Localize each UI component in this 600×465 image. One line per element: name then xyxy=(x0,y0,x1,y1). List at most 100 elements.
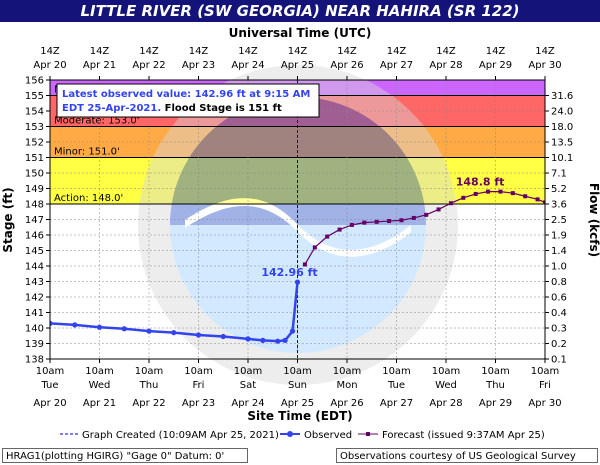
top-tick-date-10: Apr 30 xyxy=(528,60,561,71)
annotation-0: 142.96 ft xyxy=(261,266,317,279)
x-tick-date-4: Apr 24 xyxy=(231,398,264,409)
fc-series-point-0 xyxy=(302,262,307,267)
obs-series-point-3 xyxy=(121,326,127,332)
bottom-axis-title: Site Time (EDT) xyxy=(247,409,352,423)
svg-text:EDT 25-Apr-2021. Flood Stage i: EDT 25-Apr-2021. Flood Stage is 151 ft xyxy=(62,103,282,114)
y-tick-label-141: 141 xyxy=(25,308,44,319)
x-tick-day-8: Wed xyxy=(435,380,457,391)
x-tick-day-7: Tue xyxy=(387,380,405,391)
top-tick-date-0: Apr 20 xyxy=(33,60,66,71)
top-tick-date-4: Apr 24 xyxy=(231,60,264,71)
top-tick-time-7: 14Z xyxy=(387,46,407,57)
obs-series-point-13 xyxy=(294,279,301,285)
x-tick-date-6: Apr 26 xyxy=(330,398,363,409)
top-tick-date-6: Apr 26 xyxy=(330,60,363,71)
obs-series-point-7 xyxy=(220,333,226,340)
flow-tick-label-147: 2.5 xyxy=(551,215,567,226)
top-tick-time-0: 14Z xyxy=(40,46,60,57)
top-tick-date-3: Apr 23 xyxy=(182,60,215,71)
obs-series-point-5 xyxy=(171,330,177,336)
annotations: 142.96 ft 148.8 ft xyxy=(261,176,504,280)
x-tick-day-9: Thu xyxy=(485,380,505,391)
obs-series-point-11 xyxy=(282,337,288,343)
y-tick-label-138: 138 xyxy=(25,355,44,366)
latest-value-box: Latest observed value: 142.96 ft at 9:15… xyxy=(56,83,320,118)
x-tick-time-0: 10am xyxy=(36,366,65,377)
flow-tick-label-143: 0.8 xyxy=(551,277,567,288)
top-tick-time-6: 14Z xyxy=(337,46,357,57)
legend-forecast-marker xyxy=(366,432,370,436)
fc-series-point-13 xyxy=(461,195,466,200)
obs-series-point-9 xyxy=(260,337,266,343)
band-label-moderate: Moderate: 153.0' xyxy=(54,116,139,127)
flow-tick-label-154: 24.0 xyxy=(551,107,573,118)
fc-series-point-1 xyxy=(312,245,317,250)
obs-series-point-10 xyxy=(275,338,281,344)
fc-series-point-2 xyxy=(325,234,330,239)
y-tick-label-139: 139 xyxy=(25,339,44,350)
flow-tick-label-153: 18.0 xyxy=(551,122,573,133)
x-tick-date-9: Apr 29 xyxy=(479,398,512,409)
legend-created-label: Graph Created (10:09AM Apr 25, 2021) xyxy=(82,430,279,441)
y-tick-label-156: 156 xyxy=(25,76,44,87)
flow-tick-label-139: 0.2 xyxy=(551,339,567,350)
x-tick-day-4: Sat xyxy=(240,380,256,391)
x-tick-date-8: Apr 28 xyxy=(429,398,462,409)
fc-series-point-10 xyxy=(424,212,429,217)
y-tick-label-142: 142 xyxy=(25,293,44,304)
info-line-1: Latest observed value: 142.96 ft at 9:15… xyxy=(62,89,310,100)
legend-observed-label: Observed xyxy=(304,430,352,441)
band-label-action: Action: 148.0' xyxy=(54,193,123,204)
x-tick-time-3: 10am xyxy=(184,366,213,377)
obs-series-point-4 xyxy=(146,328,152,334)
top-tick-time-4: 14Z xyxy=(238,46,258,57)
x-tick-time-6: 10am xyxy=(333,366,362,377)
top-tick-date-7: Apr 27 xyxy=(380,60,413,71)
x-tick-day-6: Mon xyxy=(336,380,357,391)
info-line-2a: EDT 25-Apr-2021. xyxy=(62,103,161,114)
fc-series-point-15 xyxy=(486,189,491,194)
x-tick-date-10: Apr 30 xyxy=(528,398,561,409)
y-tick-label-148: 148 xyxy=(25,200,44,211)
x-tick-time-8: 10am xyxy=(432,366,461,377)
y-tick-label-151: 151 xyxy=(25,153,44,164)
flow-tick-label-140: 0.3 xyxy=(551,324,567,335)
hydrograph-chart: Universal Time (UTC) Site Time (EDT) Sta… xyxy=(1,26,600,441)
x-tick-day-5: Sun xyxy=(288,380,307,391)
annotation-1: 148.8 ft xyxy=(456,176,505,189)
observed-series xyxy=(50,279,301,344)
x-tick-time-9: 10am xyxy=(481,366,510,377)
fc-series-point-7 xyxy=(387,219,392,224)
x-tick-time-7: 10am xyxy=(382,366,411,377)
y-tick-label-155: 155 xyxy=(25,91,44,102)
top-tick-date-1: Apr 21 xyxy=(83,60,116,71)
fc-series-point-12 xyxy=(448,201,453,206)
left-axis-title: Stage (ft) xyxy=(1,187,15,252)
band-label-minor: Minor: 151.0' xyxy=(54,147,120,158)
fc-series-point-9 xyxy=(411,215,416,220)
obs-series-point-8 xyxy=(245,336,251,342)
y-tick-label-153: 153 xyxy=(25,122,44,133)
top-tick-date-2: Apr 22 xyxy=(132,60,165,71)
fc-series-point-4 xyxy=(349,222,354,227)
top-tick-time-1: 14Z xyxy=(90,46,110,57)
top-tick-time-8: 14Z xyxy=(436,46,456,57)
flow-tick-label-150: 7.1 xyxy=(551,169,567,180)
x-tick-date-2: Apr 22 xyxy=(132,398,165,409)
x-tick-time-2: 10am xyxy=(135,366,164,377)
top-tick-time-10: 14Z xyxy=(535,46,555,57)
y-tick-label-152: 152 xyxy=(25,138,44,149)
x-tick-day-2: Thu xyxy=(139,380,159,391)
flow-tick-label-144: 1.0 xyxy=(551,262,567,273)
y-tick-label-144: 144 xyxy=(25,262,44,273)
fc-series-point-14 xyxy=(473,191,478,196)
x-tick-day-0: Tue xyxy=(40,380,58,391)
footer-credit: Observations courtesy of US Geological S… xyxy=(336,448,598,463)
obs-series-point-12 xyxy=(289,328,296,334)
y-tick-label-150: 150 xyxy=(25,169,44,180)
legend-forecast-label: Forecast (issued 9:37AM Apr 25) xyxy=(382,430,545,441)
y-tick-label-140: 140 xyxy=(25,324,44,335)
obs-series-point-6 xyxy=(195,332,202,338)
fc-series-point-18 xyxy=(523,194,528,199)
top-tick-time-2: 14Z xyxy=(139,46,159,57)
